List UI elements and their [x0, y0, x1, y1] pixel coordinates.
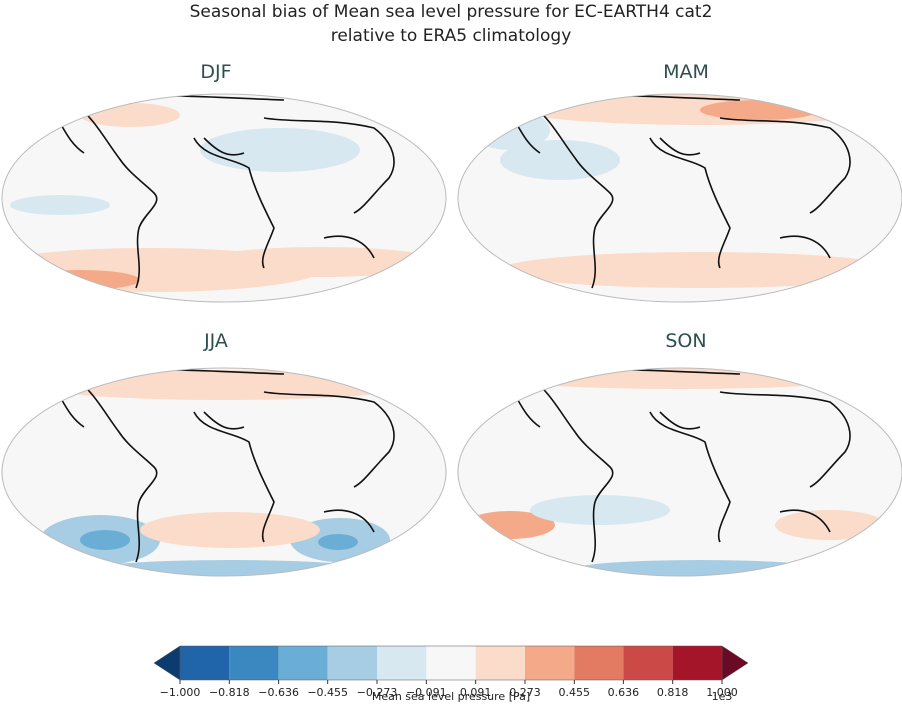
colorbar-bin	[229, 646, 279, 680]
colorbar-tick-label: −0.273	[357, 686, 398, 699]
colorbar-tick-label: 0.636	[608, 686, 640, 699]
colorbar-bin	[524, 646, 575, 680]
colorbar-bin	[574, 646, 624, 680]
map-panel	[2, 368, 446, 576]
colorbar-bin	[327, 646, 378, 680]
map-frame	[457, 93, 902, 303]
colorbar-tick-label: 0.091	[460, 686, 492, 699]
colorbar-tick-label: −1.000	[160, 686, 201, 699]
panel-title: JJA	[203, 330, 228, 352]
panel-title: DJF	[200, 61, 231, 83]
colorbar-bin	[278, 646, 328, 680]
title-line: Seasonal bias of Mean sea level pressure…	[190, 2, 713, 22]
map-panel	[458, 94, 902, 302]
colorbar-tick-label: −0.455	[307, 686, 348, 699]
colorbar-bin	[377, 646, 427, 680]
colorbar-bin	[475, 646, 525, 680]
colorbar-tick-label: 0.455	[559, 686, 591, 699]
colorbar-bin	[180, 646, 230, 680]
colorbar: −1.000 −0.818 −0.636 −0.455 −0.273 −0.091 0.09…	[153, 645, 749, 699]
colorbar-bin	[623, 646, 673, 680]
map-panel	[2, 94, 446, 302]
colorbar-tick-label: −0.091	[406, 686, 447, 699]
colorbar-label: Mean sea level pressure [Pa]	[372, 690, 530, 703]
colorbar-over	[721, 645, 749, 681]
colorbar-offset: 1e3	[712, 690, 733, 703]
map-frame	[1, 367, 447, 577]
colorbar-bin	[426, 646, 476, 680]
colorbar-tick-label: 0.818	[657, 686, 689, 699]
colorbar-under	[153, 645, 181, 681]
map-panel	[458, 368, 902, 576]
map-frame	[457, 367, 902, 577]
colorbar-tick-label: 1.000	[706, 686, 738, 699]
title-line: relative to ERA5 climatology	[331, 26, 572, 46]
colorbar-frame	[179, 645, 723, 681]
panel-title: SON	[665, 330, 706, 352]
colorbar-tick-label: −0.818	[209, 686, 250, 699]
colorbar-bin	[672, 646, 722, 680]
colorbar-tick-label: −0.636	[258, 686, 299, 699]
map-frame	[1, 93, 447, 303]
colorbar-tick-label: 0.273	[509, 686, 541, 699]
panel-title: MAM	[663, 61, 709, 83]
